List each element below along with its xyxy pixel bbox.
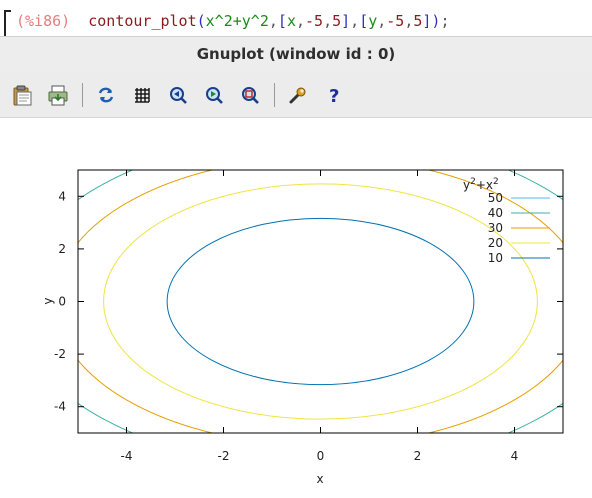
y-tick-label: 4 [58, 189, 66, 203]
y-tick-labels: -4 -2 0 2 4 [54, 189, 66, 413]
configure-button[interactable] [286, 83, 310, 107]
y-tick-label: 0 [58, 295, 66, 309]
contour-40 [78, 170, 563, 433]
y-tick-label: -2 [54, 347, 66, 361]
printer-icon [48, 85, 68, 106]
legend-label-20: 20 [488, 236, 503, 250]
x-tick-label: -2 [218, 449, 230, 463]
x-tick-label: 4 [511, 449, 519, 463]
toolbar: ? [0, 71, 592, 118]
autoscale-button[interactable] [238, 83, 262, 107]
contour-50 [78, 170, 563, 433]
legend-label-10: 10 [488, 251, 503, 265]
zoom-next-icon [206, 87, 223, 104]
input-label: (%i86) [16, 12, 71, 30]
x-tick-label: 2 [414, 449, 422, 463]
grid-button[interactable] [130, 83, 154, 107]
command-expression: x^2+y^2 [205, 12, 269, 30]
print-button[interactable] [46, 83, 70, 107]
legend-label-30: 30 [488, 221, 503, 235]
axis-ticks [78, 170, 563, 433]
grid-icon [135, 88, 150, 103]
window-titlebar[interactable]: Gnuplot (window id : 0) [0, 36, 592, 71]
toolbar-separator [274, 83, 275, 107]
command-function: contour_plot [88, 12, 197, 30]
svg-text:?: ? [329, 86, 339, 105]
window-title: Gnuplot (window id : 0) [196, 45, 396, 63]
clipboard-icon [13, 85, 32, 106]
zoom-previous-icon [170, 87, 187, 104]
contour-lines [78, 170, 563, 433]
command-x-max: 5 [332, 12, 342, 30]
copy-clipboard-button[interactable] [10, 83, 34, 107]
legend-title: y2+x2 [463, 177, 499, 192]
command-x-min: -5 [305, 12, 324, 30]
refresh-icon [98, 87, 114, 103]
contour-10 [166, 217, 475, 386]
wrench-icon [289, 87, 306, 104]
y-axis-label: y [41, 297, 55, 304]
command-y-min: -5 [386, 12, 405, 30]
command-x-var: x [286, 12, 296, 30]
y-tick-label: 2 [58, 242, 66, 256]
toolbar-separator [82, 83, 83, 107]
replot-button[interactable] [94, 83, 118, 107]
x-tick-label: 0 [317, 449, 325, 463]
x-tick-label: -4 [121, 449, 133, 463]
y-tick-label: -4 [54, 400, 66, 414]
x-axis-label: x [316, 472, 323, 486]
zoom-autoscale-icon [242, 87, 259, 104]
previous-zoom-button[interactable] [166, 83, 190, 107]
help-icon: ? [329, 86, 339, 105]
cell-bracket [4, 10, 11, 36]
legend-label-50: 50 [488, 191, 503, 205]
contour-30 [78, 170, 563, 433]
help-button[interactable]: ? [322, 83, 346, 107]
plot-canvas[interactable]: -4 -2 0 2 4 -4 -2 0 2 4 x y y2+x2 50 40 30 20 10 [0, 118, 592, 494]
contour-20 [103, 183, 538, 420]
command-y-max: 5 [413, 12, 423, 30]
command-y-var: y [368, 12, 378, 30]
command-text[interactable]: (%i86) contour_plot(x^2+y^2,[x,-5,5],[y,… [16, 12, 450, 30]
legend-label-40: 40 [488, 206, 503, 220]
next-zoom-button[interactable] [202, 83, 226, 107]
command-line[interactable]: (%i86) contour_plot(x^2+y^2,[x,-5,5],[y,… [0, 0, 592, 36]
x-tick-labels: -4 -2 0 2 4 [121, 449, 519, 463]
